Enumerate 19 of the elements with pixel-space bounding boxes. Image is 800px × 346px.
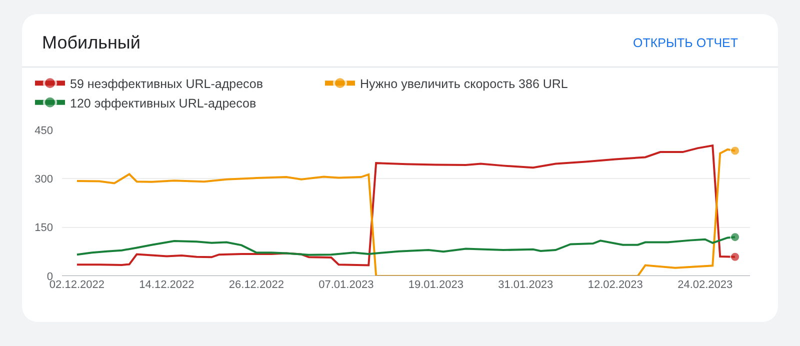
- y-tick-label: 300: [34, 174, 53, 186]
- y-tick-label: 450: [34, 124, 53, 137]
- legend-label: 120 эффективных URL-адресов: [70, 96, 256, 110]
- x-tick-label: 19.01.2023: [408, 279, 464, 291]
- legend-label: 59 неэффективных URL-адресов: [70, 77, 264, 91]
- text: ОТКРЫТЬ ОТЧЕТ: [633, 36, 738, 50]
- point: [730, 232, 740, 242]
- point: [730, 146, 740, 156]
- x-tick-label: 26.12.2022: [228, 279, 284, 291]
- x-tick-label: 24.02.2023: [678, 279, 733, 291]
- x-tick-label: 14.12.2022: [139, 279, 194, 291]
- legend-label: Нужно увеличить скорость 386 URL: [360, 77, 568, 91]
- x-tick-label: 31.01.2023: [498, 279, 554, 291]
- y-tick-label: 150: [34, 222, 53, 234]
- x-tick-label: 12.02.2023: [588, 279, 643, 291]
- x-tick-label: 02.12.2022: [49, 279, 104, 291]
- point: [730, 252, 740, 262]
- x-tick-label: 07.01.2023: [318, 279, 374, 291]
- chart-title: Мобильный: [42, 32, 140, 52]
